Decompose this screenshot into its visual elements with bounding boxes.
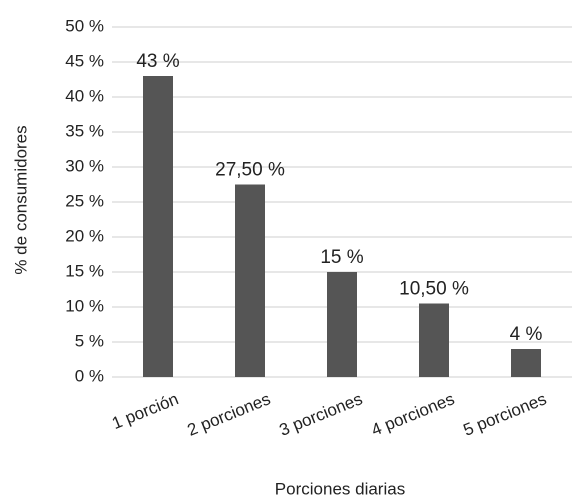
bar: [511, 349, 541, 377]
y-tick-label: 5 %: [75, 331, 104, 350]
value-label: 15 %: [320, 247, 363, 268]
x-axis-title: Porciones diarias: [275, 479, 405, 498]
bar: [235, 184, 265, 377]
y-tick-label: 0 %: [75, 366, 104, 385]
y-tick-label: 50 %: [65, 16, 104, 35]
y-tick-label: 25 %: [65, 191, 104, 210]
y-tick-label: 30 %: [65, 156, 104, 175]
value-label: 10,50 %: [399, 279, 469, 300]
x-tick-label: 4 porciones: [369, 389, 458, 440]
x-tick-label: 5 porciones: [461, 389, 550, 440]
y-tick-label: 40 %: [65, 86, 104, 105]
value-label: 4 %: [510, 324, 543, 345]
y-tick-label: 10 %: [65, 296, 104, 315]
x-tick-label: 1 porción: [109, 389, 181, 433]
x-tick-label: 2 porciones: [185, 389, 274, 440]
y-tick-label: 45 %: [65, 51, 104, 70]
bar: [327, 272, 357, 377]
value-label: 43 %: [136, 51, 179, 72]
bar: [143, 76, 173, 377]
y-tick-label: 15 %: [65, 261, 104, 280]
y-tick-label: 20 %: [65, 226, 104, 245]
value-label: 27,50 %: [215, 160, 285, 181]
x-tick-label: 3 porciones: [277, 389, 366, 440]
bar: [419, 303, 449, 377]
y-tick-label: 35 %: [65, 121, 104, 140]
y-axis-title: % de consumidores: [11, 125, 30, 274]
